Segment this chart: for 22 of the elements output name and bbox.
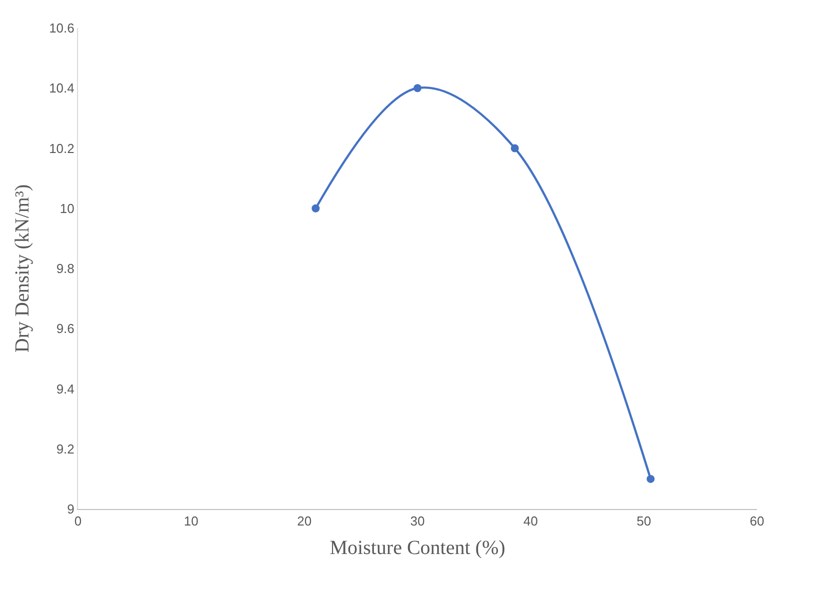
y-tick-label: 9.4 <box>56 381 74 396</box>
y-tick-label: 9.2 <box>56 441 74 456</box>
y-tick-label: 9.6 <box>56 321 74 336</box>
y-axis-title: Dry Density (kN/m³) <box>12 184 34 353</box>
x-tick-label: 10 <box>184 514 198 529</box>
point <box>414 84 422 92</box>
y-tick-label: 10.2 <box>49 140 74 156</box>
x-tick-label: 30 <box>410 514 425 529</box>
x-axis-title: Moisture Content (%) <box>330 537 506 560</box>
y-tick-label: 10.6 <box>49 20 74 36</box>
y-tick-label: 9 <box>67 502 74 517</box>
x-tick-label: 60 <box>750 514 764 529</box>
x-tick-label: 40 <box>523 514 538 529</box>
x-tick-label: 20 <box>297 514 312 529</box>
y-tick-label: 10 <box>60 200 74 216</box>
point <box>312 204 320 212</box>
x-tick-label: 50 <box>636 514 652 529</box>
x-tick-label: 0 <box>74 514 82 529</box>
y-tick-label: 9.8 <box>56 261 74 276</box>
y-tick-label: 10.4 <box>49 80 74 96</box>
point <box>646 474 655 483</box>
point <box>510 144 519 152</box>
